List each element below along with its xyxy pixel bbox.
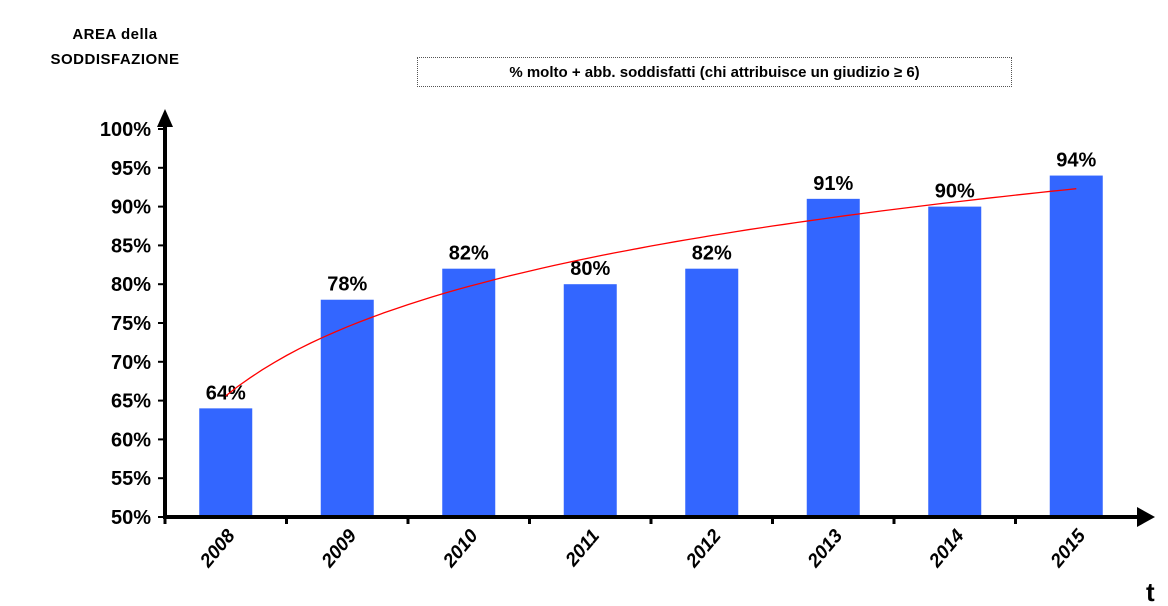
data-label: 82% bbox=[692, 243, 732, 265]
chart-heading: AREA della SODDISFAZIONE bbox=[50, 26, 180, 68]
y-tick-label: 90% bbox=[111, 197, 151, 219]
y-tick-label: 55% bbox=[111, 468, 151, 490]
bar-2008 bbox=[199, 408, 253, 517]
x-axis-arrow-icon bbox=[1137, 507, 1155, 527]
bar-2012 bbox=[685, 268, 739, 517]
bar-2015 bbox=[1049, 175, 1103, 517]
x-tick-label: 2011 bbox=[561, 526, 604, 572]
x-tick-label: 2009 bbox=[317, 525, 361, 572]
x-tick-label: 2015 bbox=[1046, 525, 1090, 572]
data-label: 90% bbox=[935, 181, 975, 203]
y-tick-label: 75% bbox=[111, 313, 151, 335]
y-tick-label: 80% bbox=[111, 274, 151, 296]
x-tick-label: 2013 bbox=[803, 525, 847, 572]
chart-subtitle: % molto + abb. soddisfatti (chi attribui… bbox=[417, 57, 1012, 87]
bar-2013 bbox=[806, 198, 860, 517]
data-label: 80% bbox=[570, 258, 610, 280]
data-label: 91% bbox=[813, 173, 853, 195]
trendline bbox=[225, 188, 1077, 397]
y-tick-label: 65% bbox=[111, 391, 151, 413]
y-tick-label: 50% bbox=[111, 507, 151, 529]
y-tick-label: 100% bbox=[100, 119, 151, 141]
bar-2009 bbox=[320, 299, 374, 517]
data-label: 82% bbox=[449, 243, 489, 265]
bar-2011 bbox=[563, 284, 617, 517]
x-tick-label: 2008 bbox=[196, 525, 240, 572]
data-label: 94% bbox=[1056, 150, 1096, 172]
y-tick-label: 85% bbox=[111, 235, 151, 257]
x-tick-label: 2012 bbox=[682, 525, 726, 572]
data-label: 78% bbox=[327, 274, 367, 296]
y-tick-label: 70% bbox=[111, 352, 151, 374]
y-tick-label: 95% bbox=[111, 158, 151, 180]
x-axis-title: t bbox=[1146, 577, 1155, 606]
bar-2010 bbox=[442, 268, 496, 517]
bar-2014 bbox=[928, 206, 982, 517]
x-tick-label: 2014 bbox=[925, 525, 969, 572]
y-tick-label: 60% bbox=[111, 429, 151, 451]
y-axis-arrow-icon bbox=[157, 109, 173, 127]
x-tick-label: 2010 bbox=[439, 525, 483, 572]
